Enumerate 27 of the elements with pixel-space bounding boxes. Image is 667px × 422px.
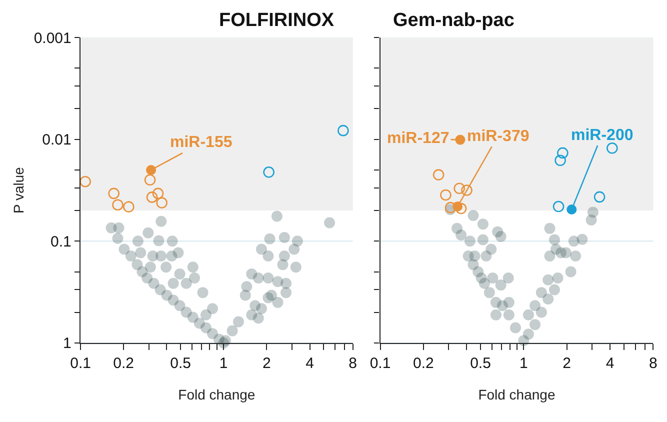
y-tick-label: 0.1: [50, 233, 72, 250]
x-tick-label: 1: [219, 355, 228, 372]
x-tick-label: 2: [562, 355, 572, 372]
x-tick-label: 4: [606, 355, 614, 372]
x-axis-title: Fold change: [178, 386, 256, 402]
y-axis-title: P value: [10, 166, 26, 214]
x-tick-label: 4: [306, 355, 314, 372]
x-tick-label: 0.5: [470, 355, 491, 372]
annotation: miR-379: [467, 128, 530, 145]
x-tick-label: 8: [649, 355, 658, 372]
y-tick-label: 1: [63, 335, 72, 352]
chart-title: Gem-nab-pac: [393, 10, 515, 31]
annotation: miR-200: [571, 127, 634, 144]
annotation: miR-155: [170, 134, 232, 151]
x-tick-label: 8: [348, 355, 357, 372]
x-tick-label: 0.2: [413, 355, 434, 372]
y-tick-label: 0.01: [42, 132, 72, 149]
x-tick-label: 0.5: [170, 355, 191, 372]
x-tick-label: 0.2: [113, 355, 134, 372]
x-axis-title: Fold change: [478, 386, 556, 402]
chart-title: FOLFIRINOX: [219, 10, 334, 31]
x-tick-label: 1: [520, 355, 528, 372]
x-tick-label: 0.1: [70, 355, 91, 372]
annotation: miR-127: [387, 130, 450, 147]
y-tick-label: 0.001: [34, 30, 72, 47]
x-tick-label: 2: [262, 355, 271, 372]
x-tick-label: 0.1: [370, 355, 391, 372]
